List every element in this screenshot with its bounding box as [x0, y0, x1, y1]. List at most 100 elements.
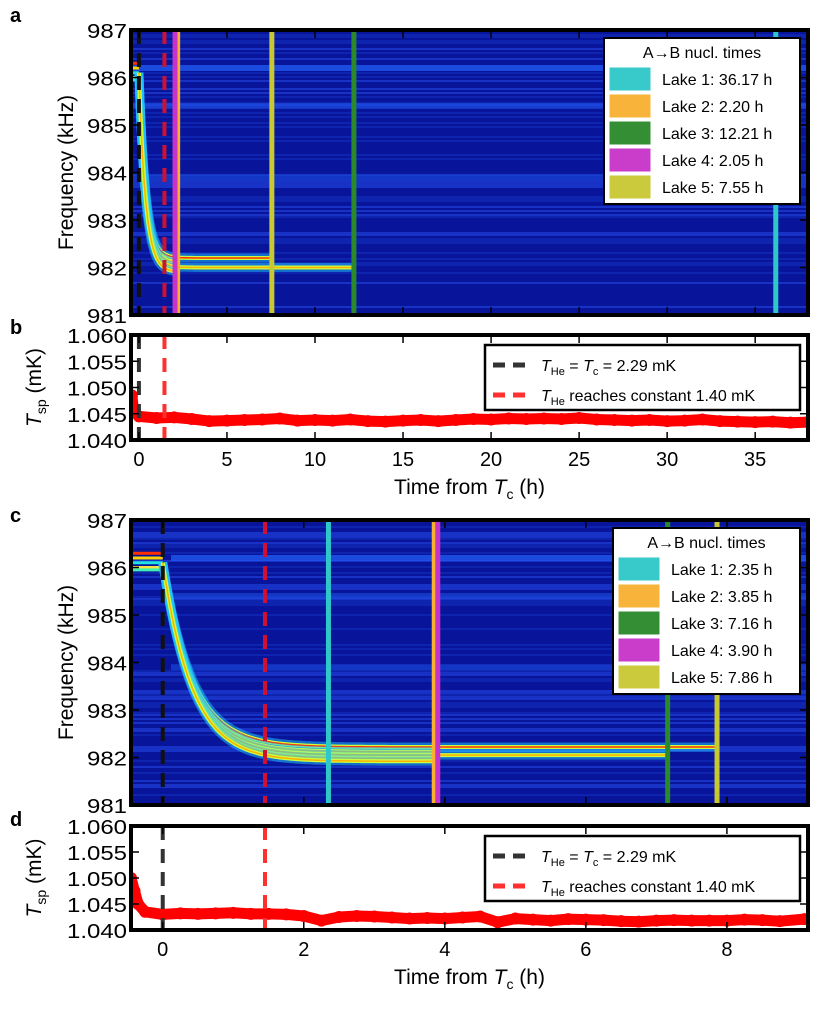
tsp-data-point [438, 912, 451, 925]
heatmap-stripe [131, 634, 808, 636]
tsp-data-point [509, 912, 522, 925]
heatmap-stripe [131, 184, 808, 186]
y-tick-label: 981 [87, 796, 127, 818]
heatmap-stripe [131, 722, 808, 724]
heatmap-stripe [131, 38, 808, 40]
heatmap-stripe [131, 792, 808, 794]
heatmap-stripe [131, 694, 808, 696]
legend-swatch-lake-3 [609, 121, 651, 145]
legend-label-1: THe = Tc = 2.29 mK [541, 358, 677, 378]
heatmap-stripe [131, 678, 808, 680]
heatmap-stripe [131, 764, 808, 766]
x-tick-label: 5 [221, 449, 232, 471]
x-axis-label: Time from Tc (h) [394, 966, 545, 992]
heatmap-stripe [131, 702, 808, 704]
lake-4-nucleation-line [435, 520, 441, 805]
y-label-unit: (mK) [23, 839, 46, 890]
legend-text-part: He [551, 857, 565, 869]
legend-text-part: T [583, 358, 594, 375]
heatmap-stripe [131, 126, 808, 128]
heatmap-stripe [131, 282, 808, 284]
heatmap-stripe [131, 656, 808, 658]
tsp-data-point [156, 908, 169, 921]
heatmap-stripe [131, 86, 808, 88]
heatmap-stripe [131, 172, 808, 174]
heatmap-stripe [131, 576, 808, 578]
heatmap-stripe [131, 290, 808, 292]
tsp-data-point [262, 907, 275, 920]
heatmap-stripe [131, 294, 808, 296]
heatmap-stripe [131, 58, 808, 60]
heatmap-stripe [131, 306, 808, 308]
heatmap-stripe [131, 724, 808, 726]
heatmap-stripe [131, 154, 808, 156]
tsp-data-point [291, 414, 304, 427]
heatmap-pre-band [131, 556, 163, 560]
y-tick-label: 1.045 [67, 895, 127, 917]
tsp-data-point [643, 414, 656, 427]
heatmap-stripe [131, 120, 808, 122]
heatmap-band-bright [171, 555, 808, 561]
heatmap-stripe [131, 128, 808, 130]
tsp-data-point [756, 914, 769, 927]
heatmap-stripe [131, 636, 808, 638]
legend-text-part: = 2.29 mK [598, 358, 676, 375]
heatmap-stripe [131, 144, 808, 146]
heatmap-stripe [131, 690, 808, 692]
y-axis-label: Frequency (kHz) [55, 585, 78, 740]
heatmap-stripe [131, 210, 808, 212]
legend-swatch-lake-5 [618, 665, 660, 689]
heatmap-stripe [131, 532, 808, 534]
heatmap-stripe [131, 206, 808, 208]
tsp-data-point [502, 412, 515, 425]
x-tick-label: 10 [304, 449, 326, 471]
heatmap-stripe [131, 658, 808, 660]
tsp-data-point [474, 910, 487, 923]
heatmap-stripe [131, 94, 808, 96]
heatmap-stripe [131, 156, 808, 158]
heatmap-stripe [131, 90, 808, 92]
legend-text-part: T [541, 879, 552, 896]
y-label-subscript: sp [33, 399, 49, 414]
legend-label-lake-3: Lake 3: 12.21 h [662, 126, 772, 143]
tsp-data-point [738, 913, 751, 926]
heatmap-stripe [131, 304, 808, 306]
tsp-data-point [273, 412, 286, 425]
spectral-line-core [161, 562, 435, 763]
heatmap-stripe [131, 52, 808, 54]
heatmap-stripe [131, 662, 808, 664]
heatmap-stripe [131, 706, 808, 708]
heatmap-stripe [131, 546, 808, 548]
x-tick-label: 35 [744, 449, 766, 471]
y-tick-label: 985 [87, 116, 127, 138]
heatmap-stripe [131, 708, 808, 710]
heatmap-stripe [131, 768, 808, 770]
heatmap-stripe [131, 738, 808, 740]
legend-text-part: T [583, 849, 594, 866]
legend-text-part: T [541, 358, 552, 375]
panel-b: b 1.040 1.045 1.050 1.055 1.060 0 5 10 15 20 25 30 35… [10, 317, 810, 502]
heatmap-stripe [131, 74, 808, 76]
legend-text-part: reaches constant 1.40 mK [565, 388, 756, 405]
heatmap-stripe [131, 252, 808, 254]
legend-label-2: THe reaches constant 1.40 mK [541, 879, 756, 899]
heatmap-stripe [131, 602, 808, 604]
heatmap-stripe [131, 680, 808, 682]
tsp-data-point [798, 913, 808, 926]
tsp-data-point [784, 416, 797, 429]
heatmap-stripe [131, 260, 808, 262]
heatmap-stripe [131, 540, 808, 542]
heatmap-stripe [131, 72, 808, 74]
heatmap-stripe [131, 246, 808, 248]
y-tick-label: 1.060 [67, 326, 127, 348]
heatmap-stripe [131, 202, 808, 204]
x-label-part: T [494, 966, 509, 989]
x-tick-label: 6 [580, 939, 591, 961]
heatmap-stripe [131, 152, 808, 154]
x-tick-label: 2 [298, 939, 309, 961]
heatmap-stripe [131, 286, 808, 288]
heatmap-stripe [131, 270, 808, 272]
tsp-data-point [191, 907, 204, 920]
heatmap-stripe [131, 522, 808, 524]
